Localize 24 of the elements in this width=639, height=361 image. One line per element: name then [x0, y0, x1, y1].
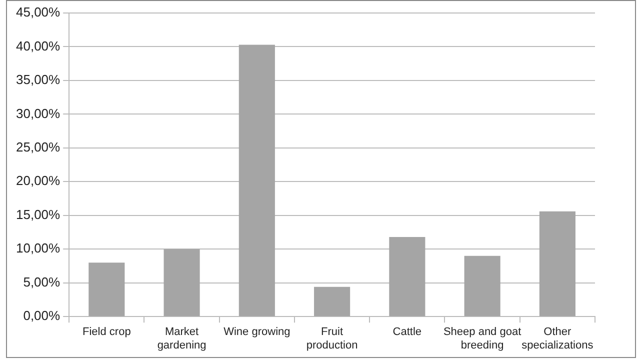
y-tick-label: 40,00% — [16, 38, 61, 54]
y-tick-label: 10,00% — [16, 240, 61, 256]
bar — [464, 256, 500, 316]
bar — [164, 249, 200, 316]
x-tick-label: Sheep and goat breeding — [443, 326, 522, 352]
bar — [539, 211, 576, 316]
x-tick-label: Other specializations — [522, 326, 594, 352]
y-tick-label: 35,00% — [16, 72, 61, 88]
x-tick-label: Field crop — [82, 326, 131, 338]
y-tick-label: 15,00% — [16, 206, 61, 222]
y-tick-label: 30,00% — [16, 106, 61, 121]
x-tick-label: Market gardening — [157, 326, 206, 352]
bar — [88, 262, 125, 316]
bar — [238, 44, 275, 316]
x-tick-label: Fruit production — [306, 326, 358, 352]
y-tick-label: 45,00% — [16, 4, 61, 20]
bar — [314, 286, 350, 316]
y-tick-label: 5,00% — [23, 274, 61, 290]
y-tick-label: 20,00% — [16, 173, 61, 188]
x-tick-label: Wine growing — [224, 326, 290, 338]
y-tick-label: 25,00% — [16, 140, 61, 155]
bar — [389, 236, 426, 316]
x-tick-label: Cattle — [392, 326, 422, 338]
y-tick-label: 0,00% — [23, 308, 61, 324]
